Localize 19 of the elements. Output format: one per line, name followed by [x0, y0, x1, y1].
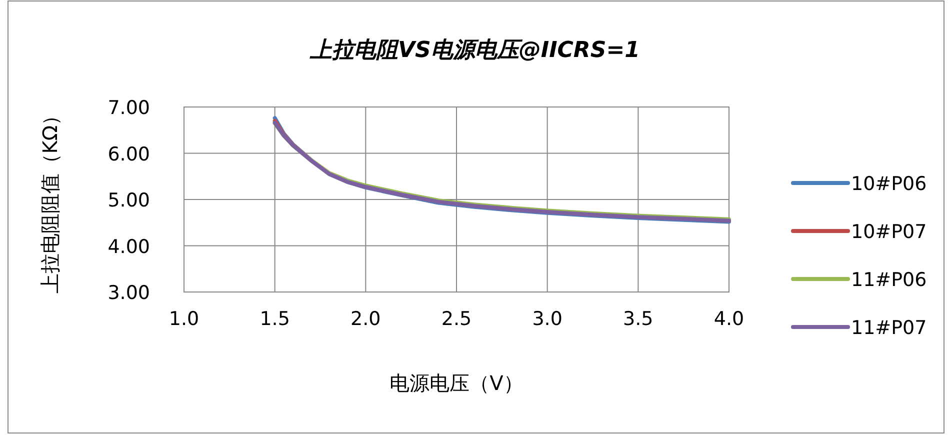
x-axis-title: 电源电压（V）	[390, 371, 524, 395]
legend-label: 10#P06	[851, 173, 927, 195]
x-tick-label: 4.0	[714, 308, 744, 330]
x-tick-label: 1.0	[168, 308, 200, 330]
y-tick-label: 5.00	[108, 190, 150, 212]
y-tick-label: 7.00	[108, 97, 150, 119]
legend-label: 10#P07	[851, 221, 927, 243]
legend-label: 11#P06	[851, 269, 927, 291]
y-tick-label: 4.00	[108, 236, 150, 258]
legend-label: 11#P07	[851, 317, 927, 339]
y-axis-title: 上拉电阻阻值（KΩ）	[38, 105, 62, 294]
x-tick-label: 3.0	[532, 308, 562, 330]
x-tick-label: 2.5	[441, 308, 472, 330]
y-tick-label: 3.00	[108, 282, 150, 304]
x-tick-label: 2.0	[350, 308, 381, 330]
x-tick-label: 3.5	[623, 308, 654, 330]
x-tick-label: 1.5	[260, 308, 290, 330]
chart-title: 上拉电阻VS电源电压@IICRS=1	[309, 38, 640, 63]
y-tick-label: 6.00	[108, 143, 150, 166]
